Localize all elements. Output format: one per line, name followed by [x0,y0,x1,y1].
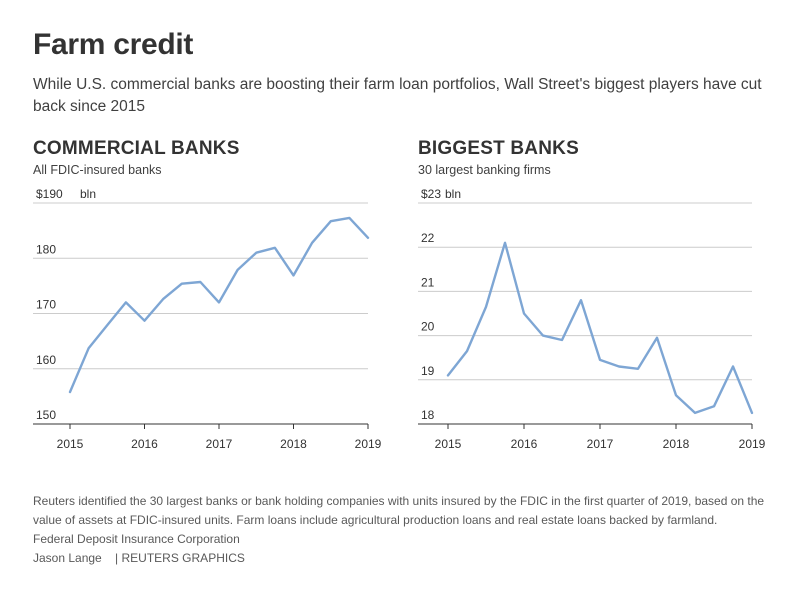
x-tick-label: 2016 [511,437,538,451]
panel-title-biggest: BIGGEST BANKS [418,138,579,159]
series-line [68,216,370,394]
series-line [446,241,754,415]
footnote-text: Reuters identified the 30 largest banks … [33,494,765,527]
unit-label: bln [445,187,461,201]
x-tick-label: 2017 [206,437,233,451]
y-tick-label: 21 [421,275,435,289]
y-tick-label: 150 [36,408,56,422]
y-tick-label: $190 [36,187,63,201]
x-tick-label: 2019 [355,437,382,451]
y-tick-label: 18 [421,408,435,422]
footnotes: Reuters identified the 30 largest banks … [33,492,773,568]
x-tick-label: 2018 [280,437,307,451]
y-tick-label: $23 [421,187,441,201]
x-tick-label: 2017 [587,437,614,451]
credit-text: Jason Lange | REUTERS GRAPHICS [33,551,245,565]
panel-subtitle-commercial: All FDIC-insured banks [33,163,162,177]
x-tick-label: 2018 [663,437,690,451]
y-tick-label: 19 [421,364,435,378]
panel-subtitle-biggest: 30 largest banking firms [418,163,551,177]
chart-title: Farm credit [33,28,194,61]
panel-title-commercial: COMMERCIAL BANKS [33,138,240,159]
y-tick-label: 22 [421,231,435,245]
chart-subtitle: While U.S. commercial banks are boosting… [33,76,762,115]
y-tick-label: 180 [36,242,56,256]
x-tick-label: 2015 [57,437,84,451]
unit-label: bln [80,187,96,201]
source-text: Federal Deposit Insurance Corporation [33,532,240,546]
y-tick-label: 20 [421,320,435,334]
x-tick-label: 2019 [739,437,766,451]
x-tick-label: 2016 [131,437,158,451]
y-tick-label: 160 [36,353,56,367]
x-tick-label: 2015 [435,437,462,451]
y-tick-label: 170 [36,298,56,312]
